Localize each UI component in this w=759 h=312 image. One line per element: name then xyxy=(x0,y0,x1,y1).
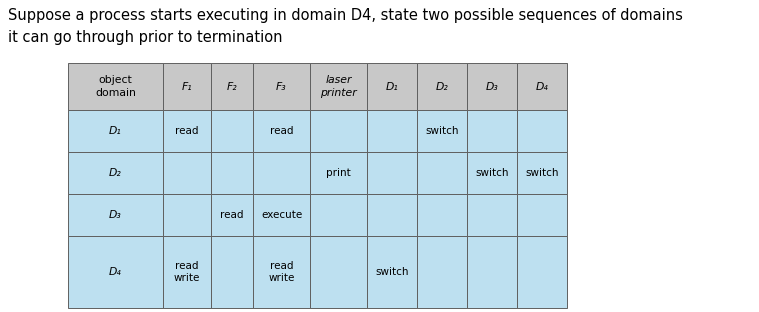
Text: switch: switch xyxy=(475,168,509,178)
Bar xyxy=(310,236,367,308)
Bar xyxy=(68,63,163,110)
Bar xyxy=(417,152,467,194)
Bar xyxy=(163,63,211,110)
Bar xyxy=(211,236,253,308)
Text: laser
printer: laser printer xyxy=(320,75,357,98)
Bar xyxy=(253,110,310,152)
Bar xyxy=(417,63,467,110)
Text: execute: execute xyxy=(261,210,302,220)
Text: read: read xyxy=(175,126,199,136)
Bar xyxy=(367,236,417,308)
Bar xyxy=(517,63,567,110)
Bar xyxy=(417,236,467,308)
Bar xyxy=(68,152,163,194)
Bar xyxy=(163,152,211,194)
Bar xyxy=(417,110,467,152)
Bar xyxy=(467,194,517,236)
Text: object
domain: object domain xyxy=(95,75,136,98)
Text: D₄: D₄ xyxy=(536,81,548,91)
Bar xyxy=(310,110,367,152)
Text: switch: switch xyxy=(375,267,409,277)
Bar xyxy=(163,236,211,308)
Bar xyxy=(211,110,253,152)
Bar xyxy=(68,236,163,308)
Bar xyxy=(163,194,211,236)
Text: print: print xyxy=(326,168,351,178)
Text: D₃: D₃ xyxy=(486,81,499,91)
Bar xyxy=(253,194,310,236)
Bar xyxy=(417,194,467,236)
Text: D₂: D₂ xyxy=(436,81,449,91)
Text: F₃: F₃ xyxy=(276,81,287,91)
Text: D₃: D₃ xyxy=(109,210,122,220)
Text: D₁: D₁ xyxy=(109,126,122,136)
Bar xyxy=(467,236,517,308)
Text: D₄: D₄ xyxy=(109,267,122,277)
Text: switch: switch xyxy=(525,168,559,178)
Bar xyxy=(367,63,417,110)
Bar xyxy=(68,194,163,236)
Bar xyxy=(367,194,417,236)
Text: D₂: D₂ xyxy=(109,168,122,178)
Bar xyxy=(163,110,211,152)
Text: read
write: read write xyxy=(174,261,200,283)
Bar xyxy=(211,63,253,110)
Text: read: read xyxy=(269,126,293,136)
Bar xyxy=(467,63,517,110)
Text: F₁: F₁ xyxy=(181,81,192,91)
Bar xyxy=(211,152,253,194)
Bar xyxy=(310,63,367,110)
Text: D₁: D₁ xyxy=(386,81,398,91)
Text: F₂: F₂ xyxy=(227,81,238,91)
Bar xyxy=(517,236,567,308)
Bar xyxy=(517,152,567,194)
Text: switch: switch xyxy=(425,126,458,136)
Bar xyxy=(367,152,417,194)
Bar xyxy=(467,110,517,152)
Bar xyxy=(253,236,310,308)
Bar xyxy=(253,152,310,194)
Text: read: read xyxy=(220,210,244,220)
Bar xyxy=(310,152,367,194)
Bar xyxy=(253,63,310,110)
Bar xyxy=(467,152,517,194)
Bar xyxy=(211,194,253,236)
Bar xyxy=(517,194,567,236)
Text: read
write: read write xyxy=(269,261,294,283)
Text: it can go through prior to termination: it can go through prior to termination xyxy=(8,30,282,45)
Bar xyxy=(310,194,367,236)
Bar xyxy=(68,110,163,152)
Bar xyxy=(367,110,417,152)
Bar xyxy=(517,110,567,152)
Text: Suppose a process starts executing in domain D4, state two possible sequences of: Suppose a process starts executing in do… xyxy=(8,8,683,23)
